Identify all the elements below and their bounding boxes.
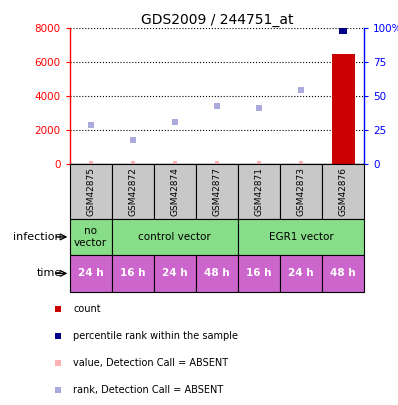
Text: 16 h: 16 h: [246, 269, 272, 278]
Bar: [322, 255, 364, 292]
Text: 48 h: 48 h: [204, 269, 230, 278]
Text: 24 h: 24 h: [78, 269, 103, 278]
Text: 24 h: 24 h: [162, 269, 187, 278]
Bar: [238, 164, 280, 219]
Bar: [70, 219, 112, 255]
Bar: [154, 255, 196, 292]
Text: control vector: control vector: [139, 232, 211, 242]
Bar: [238, 255, 280, 292]
Text: GSM42873: GSM42873: [297, 167, 306, 216]
Text: GSM42877: GSM42877: [213, 167, 221, 216]
Text: GSM42875: GSM42875: [86, 167, 95, 216]
Bar: [322, 164, 364, 219]
Text: time: time: [37, 269, 62, 278]
Text: GSM42872: GSM42872: [128, 167, 137, 216]
Text: count: count: [73, 304, 101, 313]
Text: GSM42876: GSM42876: [339, 167, 347, 216]
Text: 24 h: 24 h: [288, 269, 314, 278]
Bar: [154, 164, 196, 219]
Text: EGR1 vector: EGR1 vector: [269, 232, 334, 242]
Text: infection: infection: [13, 232, 62, 242]
Bar: [196, 164, 238, 219]
Bar: [112, 255, 154, 292]
Text: GSM42871: GSM42871: [254, 167, 263, 216]
Bar: [238, 219, 364, 255]
Bar: [280, 255, 322, 292]
Text: rank, Detection Call = ABSENT: rank, Detection Call = ABSENT: [73, 385, 224, 395]
Bar: [112, 219, 238, 255]
Bar: [112, 164, 154, 219]
Text: value, Detection Call = ABSENT: value, Detection Call = ABSENT: [73, 358, 228, 368]
Text: no
vector: no vector: [74, 226, 107, 248]
Title: GDS2009 / 244751_at: GDS2009 / 244751_at: [140, 13, 293, 27]
Bar: [70, 255, 112, 292]
Text: GSM42874: GSM42874: [170, 167, 179, 216]
Bar: [332, 54, 355, 164]
Text: 48 h: 48 h: [330, 269, 356, 278]
Bar: [70, 164, 112, 219]
Text: percentile rank within the sample: percentile rank within the sample: [73, 331, 238, 341]
Bar: [196, 255, 238, 292]
Bar: [280, 164, 322, 219]
Text: 16 h: 16 h: [120, 269, 146, 278]
